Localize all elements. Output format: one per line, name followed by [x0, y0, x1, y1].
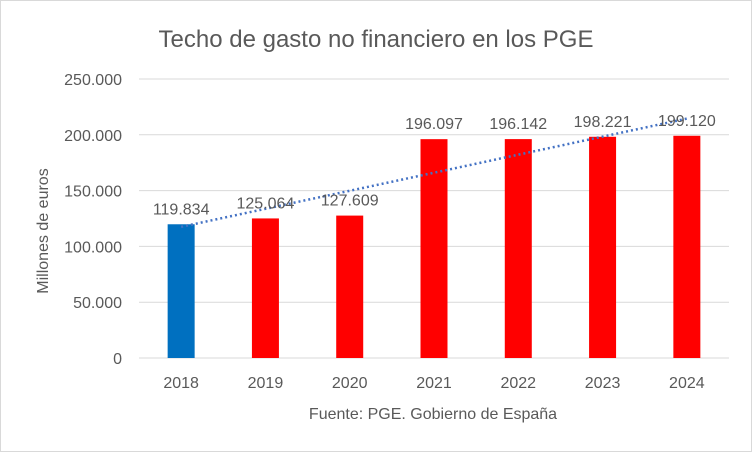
x-axis-label: Fuente: PGE. Gobierno de España [309, 406, 557, 423]
chart-title: Techo de gasto no financiero en los PGE [159, 26, 594, 53]
bar-2023 [589, 136, 617, 358]
bar-2022 [504, 139, 532, 358]
x-tick-label: 2018 [163, 375, 199, 392]
bar-2021 [420, 139, 448, 358]
bar-2018 [167, 224, 195, 358]
data-label: 196.097 [405, 116, 463, 133]
data-label: 198.221 [574, 114, 632, 131]
y-tick-label: 200.000 [64, 128, 122, 145]
bar-2019 [251, 218, 279, 358]
trendline [180, 117, 688, 229]
y-tick-label: 0 [113, 351, 122, 368]
data-label: 196.142 [489, 116, 547, 133]
x-tick-label: 2019 [248, 375, 284, 392]
y-tick-label: 100.000 [64, 239, 122, 256]
x-tick-label: 2021 [416, 375, 452, 392]
data-label: 199.120 [658, 113, 716, 130]
y-tick-label: 150.000 [64, 184, 122, 201]
data-label: 127.609 [321, 193, 379, 210]
x-tick-label: 2022 [500, 375, 536, 392]
y-axis-label: Millones de euros [35, 168, 52, 293]
x-tick-label: 2024 [669, 375, 705, 392]
bar-2020 [336, 215, 364, 358]
x-tick-label: 2023 [585, 375, 621, 392]
bar-2024 [673, 135, 701, 358]
x-tick-label: 2020 [332, 375, 368, 392]
y-tick-label: 50.000 [73, 295, 122, 312]
y-tick-label: 250.000 [64, 72, 122, 89]
data-label: 119.834 [153, 201, 210, 218]
data-label: 125.064 [237, 195, 295, 212]
